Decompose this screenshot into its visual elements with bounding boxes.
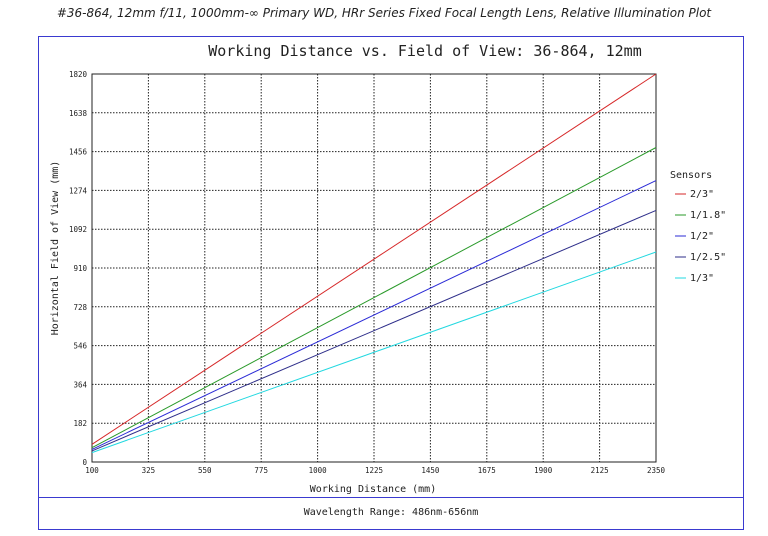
- wavelength-footer: Wavelength Range: 486nm-656nm: [303, 507, 479, 518]
- grid: [92, 74, 656, 462]
- plot-border: [91, 73, 657, 463]
- series-lines: [91, 73, 657, 454]
- x-tick-labels: 100 325 550 775 1000 1225 1450 1675 1900 2125 2350: [85, 466, 665, 475]
- y-tick-label: 182: [73, 419, 87, 428]
- x-tick-label: 1225: [365, 466, 383, 475]
- series-line: [91, 209, 657, 452]
- y-tick-label: 1092: [69, 225, 87, 234]
- legend-title: Sensors: [670, 170, 712, 181]
- frame-divider: [38, 497, 744, 498]
- y-tick-label: 1820: [69, 70, 88, 79]
- x-tick-label: 1675: [478, 466, 496, 475]
- y-tick-label: 0: [82, 458, 87, 467]
- y-tick-label: 1274: [69, 186, 88, 195]
- chart-frame: [38, 36, 744, 530]
- y-tick-label: 910: [73, 264, 87, 273]
- x-tick-label: 1000: [309, 466, 328, 475]
- legend-entry: 1/1.8": [690, 210, 726, 221]
- series-line: [91, 180, 657, 450]
- x-tick-label: 550: [198, 466, 212, 475]
- y-tick-label: 728: [73, 303, 87, 312]
- y-tick-label: 1638: [69, 109, 88, 118]
- series-line: [91, 147, 657, 449]
- x-tick-label: 2125: [591, 466, 609, 475]
- y-tick-label: 546: [73, 342, 87, 351]
- x-axis-label: Working Distance (mm): [310, 484, 436, 495]
- legend-entry: 2/3": [690, 189, 714, 200]
- y-tick-label: 1456: [69, 148, 88, 157]
- x-tick-label: 1450: [421, 466, 440, 475]
- y-tick-label: 364: [73, 380, 87, 389]
- x-tick-label: 325: [142, 466, 156, 475]
- series-line: [91, 251, 657, 454]
- x-tick-label: 1900: [534, 466, 553, 475]
- page-heading: #36-864, 12mm f/11, 1000mm-∞ Primary WD,…: [56, 6, 712, 20]
- x-tick-label: 2350: [647, 466, 666, 475]
- legend: Sensors 2/3" 1/1.8" 1/2" 1/2.5" 1/3": [670, 170, 726, 284]
- x-tick-label: 100: [85, 466, 99, 475]
- y-axis-label: Horizontal Field of View (mm): [50, 161, 61, 336]
- legend-entry: 1/2.5": [690, 252, 726, 263]
- series-line: [91, 73, 657, 445]
- x-tick-label: 775: [254, 466, 268, 475]
- legend-entry: 1/2": [690, 231, 714, 242]
- y-tick-labels: 0 182 364 546 728 910 1092 1274 1456 1638 1820: [69, 70, 88, 467]
- legend-entry: 1/3": [690, 273, 714, 284]
- chart-title: Working Distance vs. Field of View: 36-8…: [208, 42, 641, 60]
